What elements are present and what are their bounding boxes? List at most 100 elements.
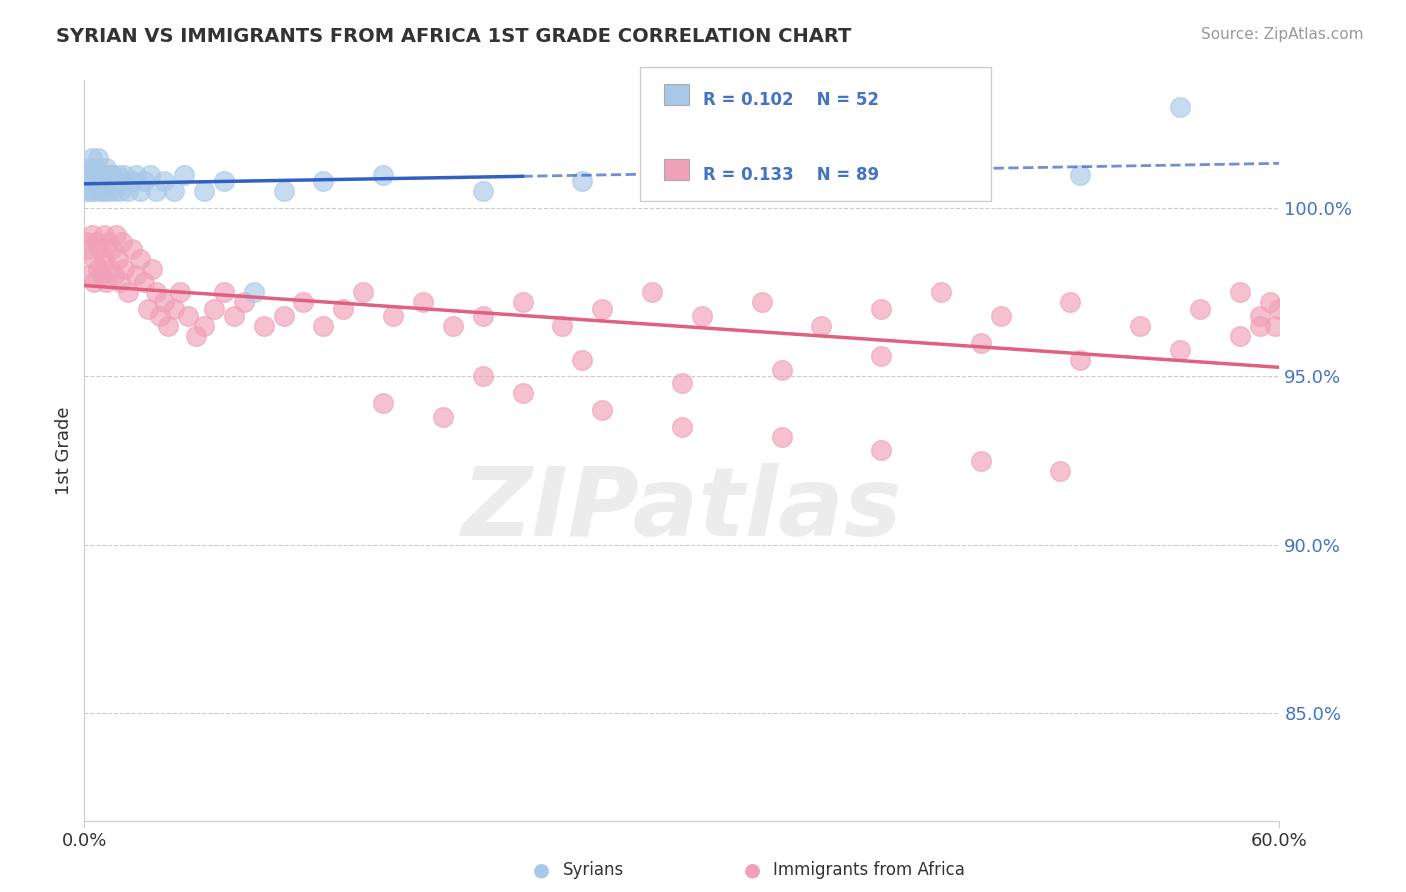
Point <box>82 228 104 243</box>
Point <box>193 318 215 333</box>
Point <box>1069 352 1091 367</box>
Point <box>1229 329 1251 343</box>
Point <box>79 268 101 283</box>
Point <box>101 168 124 182</box>
Point <box>110 275 132 289</box>
Point <box>571 352 593 367</box>
Point <box>145 285 167 300</box>
Point <box>129 185 152 199</box>
Point <box>91 268 114 283</box>
Point <box>671 376 693 391</box>
Point <box>97 168 120 182</box>
Point <box>512 386 534 401</box>
Point <box>97 185 120 199</box>
Point <box>432 409 454 424</box>
Point <box>242 285 264 300</box>
Point <box>332 302 354 317</box>
Point <box>1168 100 1191 114</box>
Point <box>1168 343 1191 357</box>
Point <box>86 161 108 175</box>
Point <box>671 420 693 434</box>
Point <box>571 174 593 188</box>
Point <box>75 235 97 249</box>
Point <box>990 309 1012 323</box>
Point <box>87 151 110 165</box>
Point <box>1249 318 1271 333</box>
Point <box>98 174 121 188</box>
Point <box>96 174 118 188</box>
Point <box>929 285 952 300</box>
Point <box>177 309 200 323</box>
Text: SYRIAN VS IMMIGRANTS FROM AFRICA 1ST GRADE CORRELATION CHART: SYRIAN VS IMMIGRANTS FROM AFRICA 1ST GRA… <box>56 27 852 45</box>
Point <box>83 275 105 289</box>
Point <box>107 168 129 182</box>
Point <box>79 161 101 175</box>
Point <box>93 252 115 266</box>
Point <box>163 185 186 199</box>
Point <box>110 185 132 199</box>
Point <box>1249 309 1271 323</box>
Point <box>96 161 118 175</box>
Point <box>591 403 613 417</box>
Point <box>212 285 235 300</box>
Point <box>212 174 235 188</box>
Point <box>770 430 793 444</box>
Point <box>222 309 245 323</box>
Point <box>1268 302 1291 317</box>
Point <box>93 228 115 243</box>
Point <box>153 295 176 310</box>
Point <box>132 174 156 188</box>
Point <box>82 151 104 165</box>
Point <box>117 185 139 199</box>
Point <box>77 242 100 256</box>
Point <box>412 295 434 310</box>
Point <box>89 168 111 182</box>
Point <box>471 185 494 199</box>
Point <box>97 235 120 249</box>
Point <box>93 168 115 182</box>
Point <box>111 235 134 249</box>
Point <box>96 275 118 289</box>
Point <box>105 174 128 188</box>
Point <box>1258 295 1281 310</box>
Text: R = 0.133    N = 89: R = 0.133 N = 89 <box>703 166 879 184</box>
Point <box>273 309 295 323</box>
Point <box>441 318 464 333</box>
Point <box>1059 295 1081 310</box>
Point <box>75 185 97 199</box>
Text: ●: ● <box>533 860 550 880</box>
Point <box>82 174 104 188</box>
Point <box>382 309 405 323</box>
Text: Source: ZipAtlas.com: Source: ZipAtlas.com <box>1201 27 1364 42</box>
Point <box>87 168 110 182</box>
Point <box>830 185 852 199</box>
Point <box>89 185 111 199</box>
Point <box>79 185 101 199</box>
Point <box>641 285 664 300</box>
Point <box>202 302 225 317</box>
Point <box>870 302 893 317</box>
Point <box>87 261 110 276</box>
Point <box>125 168 148 182</box>
Point <box>129 252 152 266</box>
Point <box>1049 464 1071 478</box>
Point <box>373 168 395 182</box>
Point <box>77 168 100 182</box>
Point <box>551 318 574 333</box>
Point <box>312 318 335 333</box>
Point <box>1129 318 1152 333</box>
Point <box>136 302 159 317</box>
Point <box>1264 318 1286 333</box>
Point <box>193 185 215 199</box>
Point <box>101 242 124 256</box>
Point <box>232 295 254 310</box>
Point <box>870 349 893 363</box>
Point <box>145 185 167 199</box>
Point <box>121 242 143 256</box>
Point <box>83 185 105 199</box>
Point <box>153 174 176 188</box>
Point <box>112 168 135 182</box>
Point <box>870 443 893 458</box>
Point <box>253 318 276 333</box>
Text: R = 0.102    N = 52: R = 0.102 N = 52 <box>703 91 879 109</box>
